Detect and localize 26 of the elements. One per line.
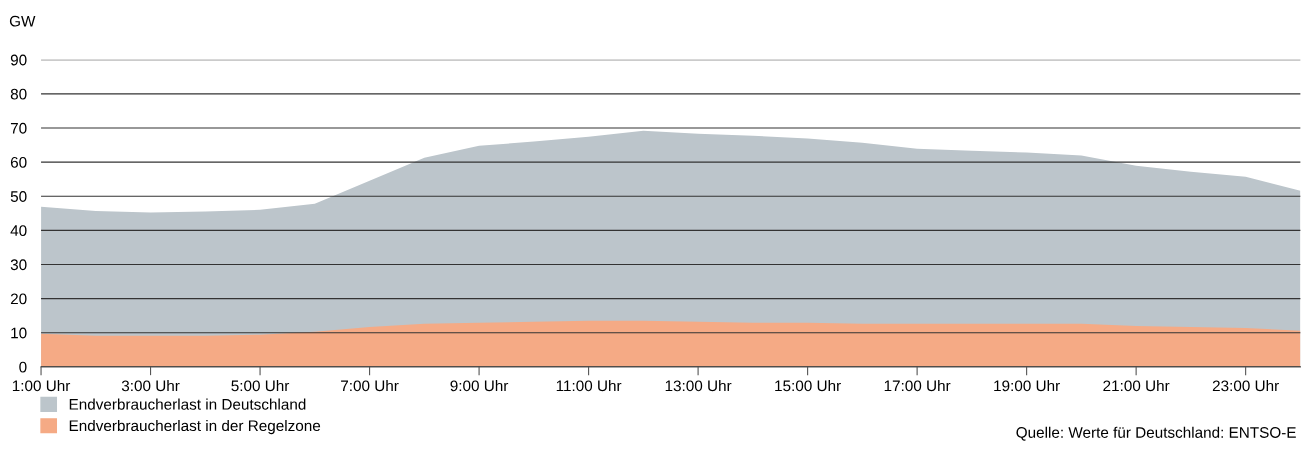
y-tick-label: 0	[19, 361, 27, 373]
x-tick-label: 11:00 Uhr	[556, 380, 622, 392]
y-tick-label: 80	[10, 88, 27, 100]
x-tick-label: 17:00 Uhr	[884, 380, 951, 392]
x-tick-label: 9:00 Uhr	[450, 380, 509, 392]
y-axis-title: GW	[9, 15, 36, 27]
legend-label: Endverbraucherlast in Deutschland	[69, 398, 306, 410]
x-tick-label: 21:00 Uhr	[1103, 380, 1170, 392]
source-note: Quelle: Werte für Deutschland: ENTSO-E	[1016, 426, 1296, 441]
x-tick-label: 5:00 Uhr	[231, 380, 290, 392]
x-tick-label: 19:00 Uhr	[994, 380, 1060, 392]
y-tick-label: 40	[10, 225, 27, 237]
x-tick-label: 13:00 Uhr	[665, 380, 732, 392]
y-tick-label: 90	[10, 54, 27, 66]
y-tick-label: 50	[10, 191, 27, 202]
y-tick-label: 20	[10, 293, 27, 305]
x-tick-label: 1:00 Uhr	[12, 380, 71, 392]
legend-label: Endverbraucherlast in der Regelzone	[69, 419, 321, 435]
x-tick-label: 23:00 Uhr	[1212, 380, 1279, 392]
y-tick-label: 60	[10, 156, 27, 168]
x-tick-label: 15:00 Uhr	[775, 380, 841, 392]
y-tick-label: 10	[11, 327, 27, 339]
x-tick-label: 3:00 Uhr	[121, 380, 180, 392]
x-tick-label: 7:00 Uhr	[341, 380, 399, 392]
y-tick-label: 70	[10, 122, 27, 134]
y-tick-label: 30	[10, 259, 27, 271]
